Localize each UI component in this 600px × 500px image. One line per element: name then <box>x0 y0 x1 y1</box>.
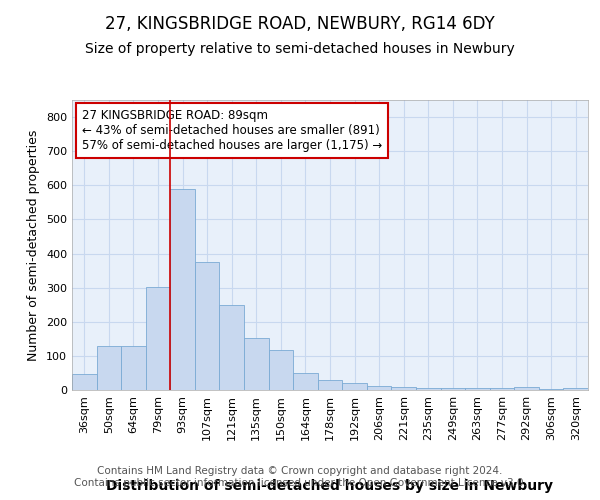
Bar <box>195 262 220 390</box>
Bar <box>490 388 514 390</box>
Bar <box>293 373 318 390</box>
Text: Size of property relative to semi-detached houses in Newbury: Size of property relative to semi-detach… <box>85 42 515 56</box>
Bar <box>72 374 97 390</box>
Bar <box>514 386 539 390</box>
Text: Contains HM Land Registry data © Crown copyright and database right 2024.
Contai: Contains HM Land Registry data © Crown c… <box>74 466 526 487</box>
Bar <box>146 286 170 390</box>
Text: 27 KINGSBRIDGE ROAD: 89sqm
← 43% of semi-detached houses are smaller (891)
57% o: 27 KINGSBRIDGE ROAD: 89sqm ← 43% of semi… <box>82 108 383 152</box>
Bar <box>121 346 146 390</box>
Bar <box>97 346 121 390</box>
Bar <box>318 380 342 390</box>
Text: 27, KINGSBRIDGE ROAD, NEWBURY, RG14 6DY: 27, KINGSBRIDGE ROAD, NEWBURY, RG14 6DY <box>105 15 495 33</box>
X-axis label: Distribution of semi-detached houses by size in Newbury: Distribution of semi-detached houses by … <box>107 479 554 493</box>
Bar <box>563 388 588 390</box>
Bar <box>170 188 195 390</box>
Bar <box>391 386 416 390</box>
Y-axis label: Number of semi-detached properties: Number of semi-detached properties <box>28 130 40 360</box>
Bar <box>342 383 367 390</box>
Bar <box>367 386 391 390</box>
Bar <box>269 350 293 390</box>
Bar <box>416 388 440 390</box>
Bar <box>220 306 244 390</box>
Bar <box>244 338 269 390</box>
Bar <box>465 388 490 390</box>
Bar <box>440 388 465 390</box>
